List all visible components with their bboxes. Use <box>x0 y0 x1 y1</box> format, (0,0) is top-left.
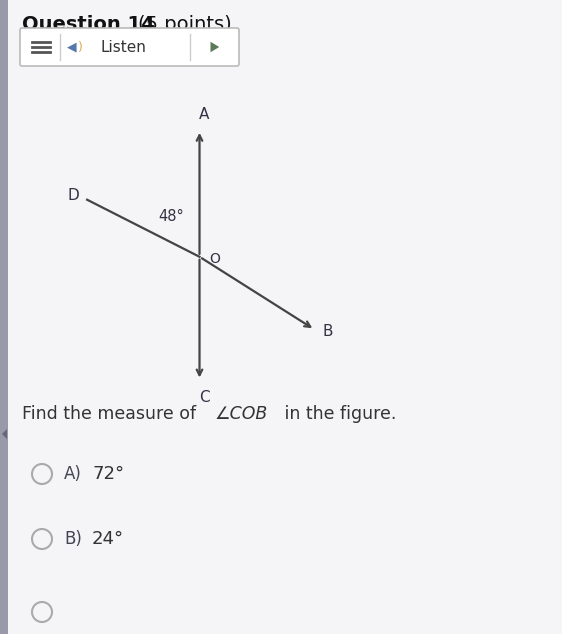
Text: Find the measure of: Find the measure of <box>22 405 202 423</box>
Text: B: B <box>323 324 333 339</box>
Bar <box>191 31 236 63</box>
Text: 48°: 48° <box>158 209 184 224</box>
Polygon shape <box>2 429 7 439</box>
FancyBboxPatch shape <box>20 28 239 66</box>
Bar <box>0 0 8 634</box>
Text: D: D <box>67 188 79 204</box>
Text: ◀: ◀ <box>67 41 77 53</box>
Text: (5 points): (5 points) <box>138 15 232 34</box>
Text: Listen: Listen <box>100 39 146 55</box>
Bar <box>22 30 60 64</box>
Text: in the figure.: in the figure. <box>279 405 396 423</box>
Text: C: C <box>199 391 210 405</box>
Text: Question 14: Question 14 <box>22 15 161 34</box>
Text: ): ) <box>78 41 83 53</box>
Polygon shape <box>211 42 219 52</box>
Text: 72°: 72° <box>92 465 124 483</box>
Text: B): B) <box>64 530 82 548</box>
Text: A: A <box>200 107 210 122</box>
Text: 24°: 24° <box>92 530 124 548</box>
Text: ∠COB: ∠COB <box>215 405 268 423</box>
Text: A): A) <box>64 465 82 483</box>
Text: O: O <box>210 252 220 266</box>
